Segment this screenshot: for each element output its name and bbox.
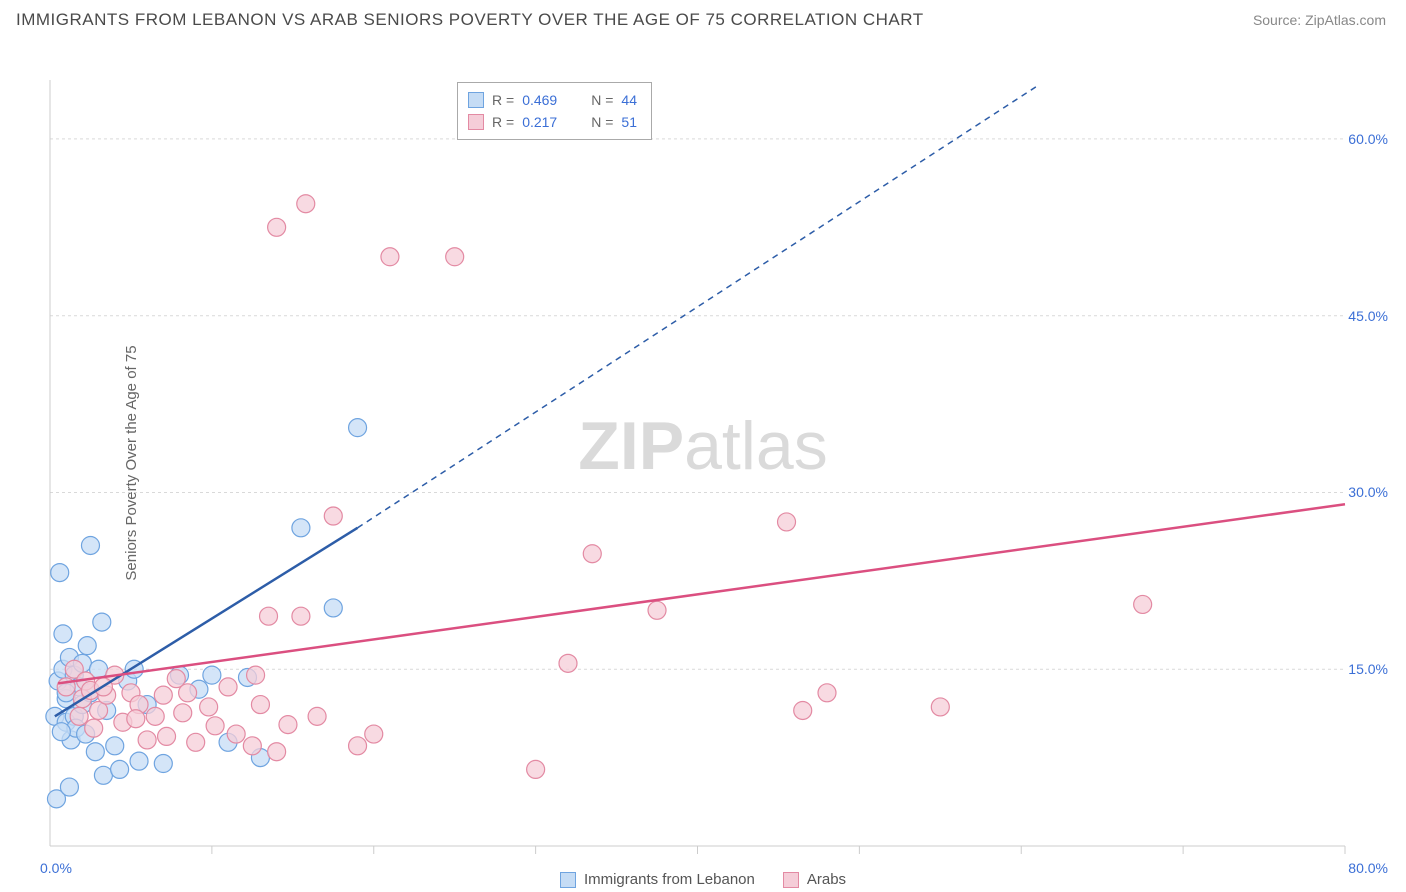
chart-area: ZIPatlas Seniors Poverty Over the Age of…	[0, 38, 1406, 888]
chart-title: IMMIGRANTS FROM LEBANON VS ARAB SENIORS …	[16, 10, 924, 30]
r-prefix: R =	[492, 89, 514, 111]
n-prefix: N =	[591, 111, 613, 133]
r-value: 0.217	[522, 111, 557, 133]
scatter-plot-svg	[0, 38, 1406, 888]
correlation-legend-box: R = 0.469 N = 44 R = 0.217 N = 51	[457, 82, 652, 140]
legend-stat-row: R = 0.217 N = 51	[468, 111, 637, 133]
chart-header: IMMIGRANTS FROM LEBANON VS ARAB SENIORS …	[0, 0, 1406, 38]
r-value: 0.469	[522, 89, 557, 111]
legend-swatch-icon	[468, 114, 484, 130]
n-value: 44	[621, 89, 637, 111]
legend-swatch-icon	[468, 92, 484, 108]
n-value: 51	[621, 111, 637, 133]
r-prefix: R =	[492, 111, 514, 133]
legend-stat-row: R = 0.469 N = 44	[468, 89, 637, 111]
n-prefix: N =	[591, 89, 613, 111]
source-attribution: Source: ZipAtlas.com	[1253, 12, 1386, 28]
